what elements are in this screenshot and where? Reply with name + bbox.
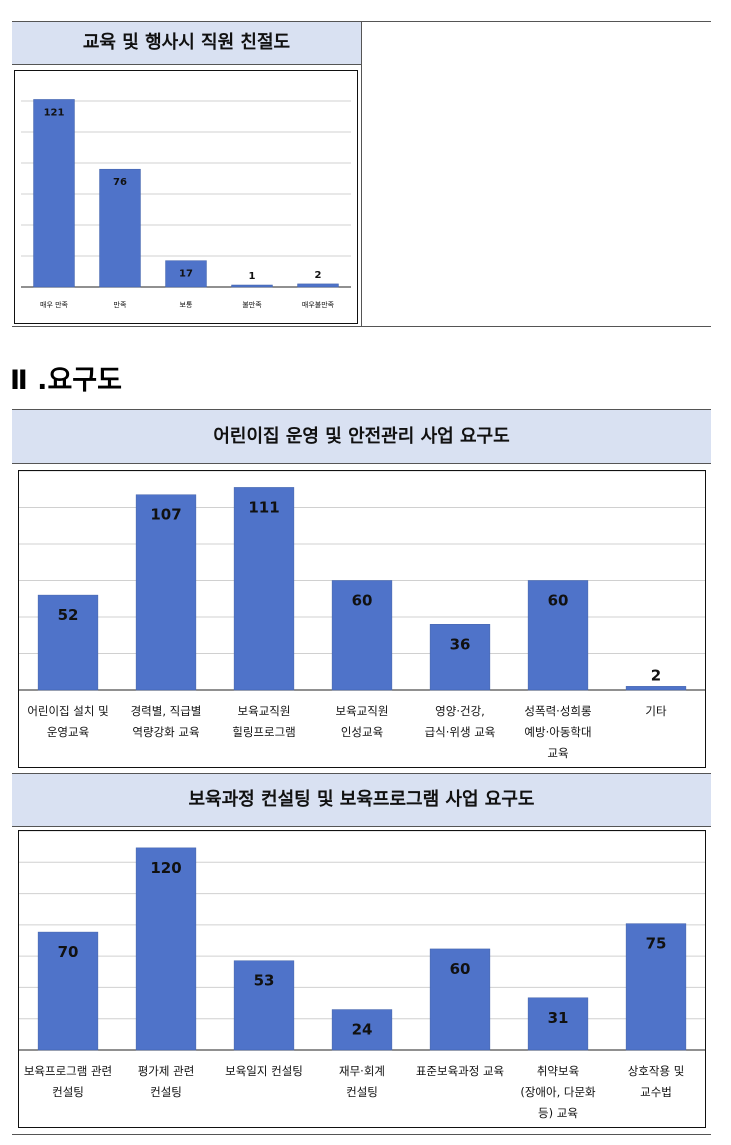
category-label: 역량강화 교육 [132,725,199,739]
bar-value-label: 111 [248,498,279,516]
category-label: 인성교육 [341,725,383,739]
chart3-header: 보육과정 컨설팅 및 보육프로그램 사업 요구도 [12,774,711,827]
category-label: 컨설팅 [52,1085,84,1099]
table-column-divider [361,21,362,326]
bar-value-label: 107 [150,506,181,524]
bar-value-label: 1 [249,271,256,282]
bar [231,284,273,288]
bar [527,997,589,1051]
category-label: 평가제 관련 [138,1064,195,1078]
bar-value-label: 75 [646,935,667,953]
bar-value-label: 76 [113,177,127,188]
category-label: 보육일지 컨설팅 [225,1064,303,1078]
bar [297,283,339,288]
chart2-top-rule [12,409,711,410]
category-label: 상호작용 및 [628,1064,685,1078]
category-label: 만족 [114,300,127,309]
bar-value-label: 121 [44,107,65,118]
category-label: 어린이집 설치 및 [27,704,108,718]
chart3-bottom-rule [12,1134,711,1135]
bar [429,624,491,691]
section-title: Ⅱ .요구도 [10,365,122,396]
satisfaction-bar-chart: 121 매우 만족 76 만족 17 보통 1 불만족 2 매우불만족 [21,99,351,309]
bar [165,260,207,288]
category-label: 취약보육 [537,1064,579,1078]
category-label: 불만족 [242,300,262,309]
bar-value-label: 120 [150,859,181,877]
category-label: 교육 [547,746,568,760]
category-label: 급식·위생 교육 [425,725,496,739]
bar-value-label: 17 [179,269,193,280]
bar [331,580,393,691]
chart1-header: 교육 및 행사시 직원 친절도 [12,22,361,65]
category-label: 표준보육과정 교육 [416,1064,504,1078]
category-label: 등) 교육 [538,1106,578,1120]
bar [625,923,687,1051]
category-label: 교수법 [640,1085,672,1099]
bar [37,594,99,691]
category-label: 성폭력·성희롱 [524,704,591,718]
category-label: 매우 만족 [40,300,69,309]
bar-value-label: 36 [450,635,471,653]
bar-value-label: 2 [315,270,322,281]
bar-value-label: 31 [548,1009,569,1027]
bar [99,168,141,288]
bar [625,686,687,691]
chart1-frame: 121 매우 만족 76 만족 17 보통 1 불만족 2 매우불만족 [14,70,358,324]
bar [37,931,99,1051]
category-label: 경력별, 직급별 [131,704,202,718]
category-label: 보육프로그램 관련 [24,1064,112,1078]
category-label: 예방·아동학대 [524,725,591,739]
bar-value-label: 53 [254,972,275,990]
table-bottom-rule [12,326,711,327]
bar [33,99,75,288]
bar [331,1009,393,1051]
bar-value-label: 60 [450,960,471,978]
bar-value-label: 70 [58,943,79,961]
bar-value-label: 24 [352,1021,373,1039]
category-label: 매우불만족 [302,300,335,309]
bar [135,494,197,691]
category-label: 재무·회계 [339,1064,385,1078]
category-label: 영양·건강, [435,704,485,718]
chart3-top-rule [12,773,711,774]
category-label: 보통 [180,301,193,309]
category-label: 보육교직원 [238,704,291,718]
category-label: 힐링프로그램 [232,725,295,739]
bar-value-label: 2 [651,666,661,684]
category-label: 보육교직원 [336,704,389,718]
bar [527,580,589,691]
bar-value-label: 60 [352,592,373,610]
category-label: 운영교육 [47,725,89,739]
bar-value-label: 52 [58,606,79,624]
bar [135,847,197,1051]
category-label: (장애아, 다문화 [520,1085,596,1099]
category-label: 컨설팅 [150,1085,182,1099]
bar [233,960,295,1051]
category-label: 기타 [645,704,667,718]
bar-value-label: 60 [548,592,569,610]
chart2-header: 어린이집 운영 및 안전관리 사업 요구도 [12,410,711,464]
bar [233,487,295,691]
bar [429,948,491,1051]
category-label: 컨설팅 [346,1085,378,1099]
